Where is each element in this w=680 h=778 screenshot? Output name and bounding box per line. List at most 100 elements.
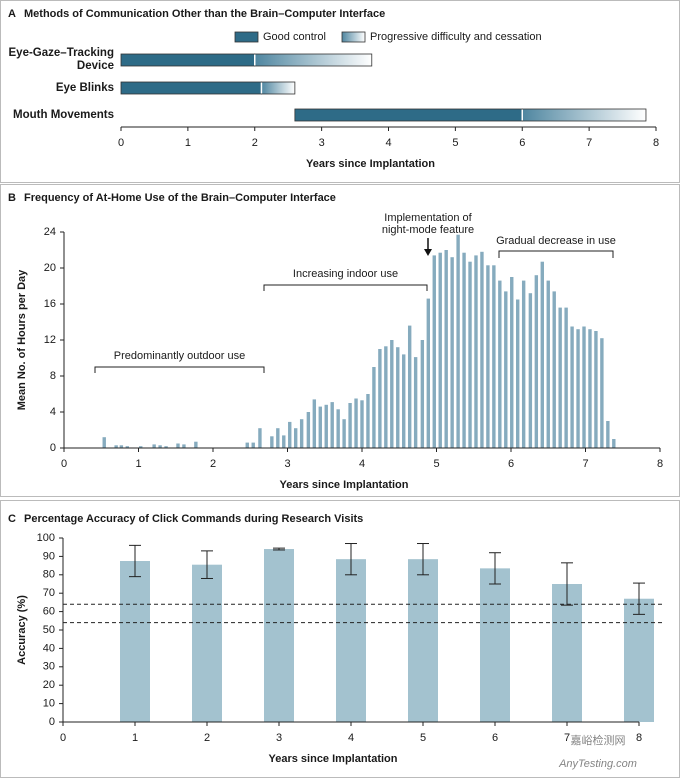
x-tick-label: 2 [252, 137, 258, 149]
bar [312, 399, 317, 448]
bar [426, 298, 431, 448]
bar [125, 446, 130, 448]
x-tick-label: 3 [319, 137, 325, 149]
bar [516, 299, 520, 448]
bar [468, 261, 472, 448]
bar [372, 367, 376, 448]
bar [336, 409, 340, 448]
x-tick-label: 6 [492, 732, 498, 744]
bar [396, 347, 400, 448]
y-tick-label: 100 [37, 532, 55, 544]
bar [504, 291, 508, 448]
bar [318, 406, 322, 448]
x-tick-label: 2 [204, 732, 210, 744]
bar [270, 436, 274, 448]
bar [360, 400, 364, 448]
y-tick-label: 0 [49, 716, 55, 728]
annotation-bracket [94, 366, 265, 373]
y-tick-label: 16 [44, 298, 56, 310]
x-tick-label: 5 [420, 732, 426, 744]
annotation: Gradual decrease in use [496, 235, 616, 247]
range-bar [294, 108, 523, 122]
bar [306, 412, 311, 448]
bar [450, 257, 454, 448]
x-tick-label: 8 [657, 458, 663, 470]
y-tick-label: 0 [50, 442, 56, 454]
watermark: 嘉峪检测网 [571, 733, 626, 747]
bar [114, 445, 118, 448]
category-label: Mouth Movements [13, 108, 114, 121]
bar [120, 561, 150, 722]
x-tick-label: 8 [636, 732, 642, 744]
annotation-bracket [263, 284, 428, 291]
range-bar [261, 81, 296, 95]
bar [366, 394, 370, 448]
bar [354, 398, 358, 448]
x-axis-title: Years since Implantation [269, 753, 398, 765]
annotation: Implementation of [384, 212, 472, 224]
panel-title: Percentage Accuracy of Click Commands du… [24, 513, 363, 525]
y-tick-label: 70 [43, 587, 55, 599]
bar [474, 255, 478, 448]
y-tick-label: 10 [43, 698, 55, 710]
bar [413, 357, 418, 448]
bar [438, 252, 442, 448]
bar [348, 403, 352, 448]
bar [119, 445, 124, 448]
bar [546, 280, 550, 448]
range-bar [521, 108, 647, 122]
y-tick-label: 40 [43, 642, 55, 654]
panel-title: Frequency of At-Home Use of the Brain–Co… [24, 192, 336, 204]
bar [588, 329, 592, 448]
x-tick-label: 2 [210, 458, 216, 470]
bar [528, 293, 533, 448]
y-tick-label: 50 [43, 624, 55, 636]
bar [336, 559, 366, 722]
y-tick-label: 90 [43, 550, 55, 562]
bar [486, 265, 490, 448]
x-tick-label: 7 [582, 458, 588, 470]
bar [498, 280, 502, 448]
category-label: Eye-Gaze–Tracking Device [8, 47, 114, 72]
bar [245, 442, 249, 448]
bar [420, 340, 425, 448]
bar [378, 349, 382, 448]
bar [552, 584, 582, 722]
x-tick-label: 0 [60, 732, 66, 744]
y-axis-title: Accuracy (%) [16, 595, 28, 665]
bar [408, 559, 438, 722]
bar [342, 419, 346, 448]
x-tick-label: 6 [508, 458, 514, 470]
x-tick-label: 4 [359, 458, 365, 470]
legend-label: Progressive difficulty and cessation [370, 31, 542, 43]
range-bar [120, 81, 262, 95]
annotation-bracket [498, 250, 614, 258]
legend-label: Good control [263, 31, 326, 43]
bar [432, 255, 436, 448]
bar [456, 234, 460, 448]
annotation: Predominantly outdoor use [114, 350, 245, 362]
bar [330, 402, 334, 448]
bar [402, 354, 406, 448]
bar [158, 445, 162, 448]
y-tick-label: 4 [50, 406, 56, 418]
bar [251, 442, 255, 448]
bar [192, 564, 222, 722]
y-axis-title: Mean No. of Hours per Day [16, 269, 28, 410]
bar [480, 251, 484, 448]
bar [264, 549, 294, 722]
x-tick-label: 7 [586, 137, 592, 149]
x-tick-label: 4 [348, 732, 354, 744]
x-tick-label: 1 [135, 458, 141, 470]
bar [521, 280, 526, 448]
range-bar [254, 53, 373, 67]
x-tick-label: 1 [132, 732, 138, 744]
bar [258, 428, 262, 448]
y-tick-label: 20 [43, 679, 55, 691]
panel-label: C [8, 513, 16, 525]
panel-label: B [8, 192, 16, 204]
y-tick-label: 24 [44, 226, 56, 238]
x-tick-label: 0 [118, 137, 124, 149]
